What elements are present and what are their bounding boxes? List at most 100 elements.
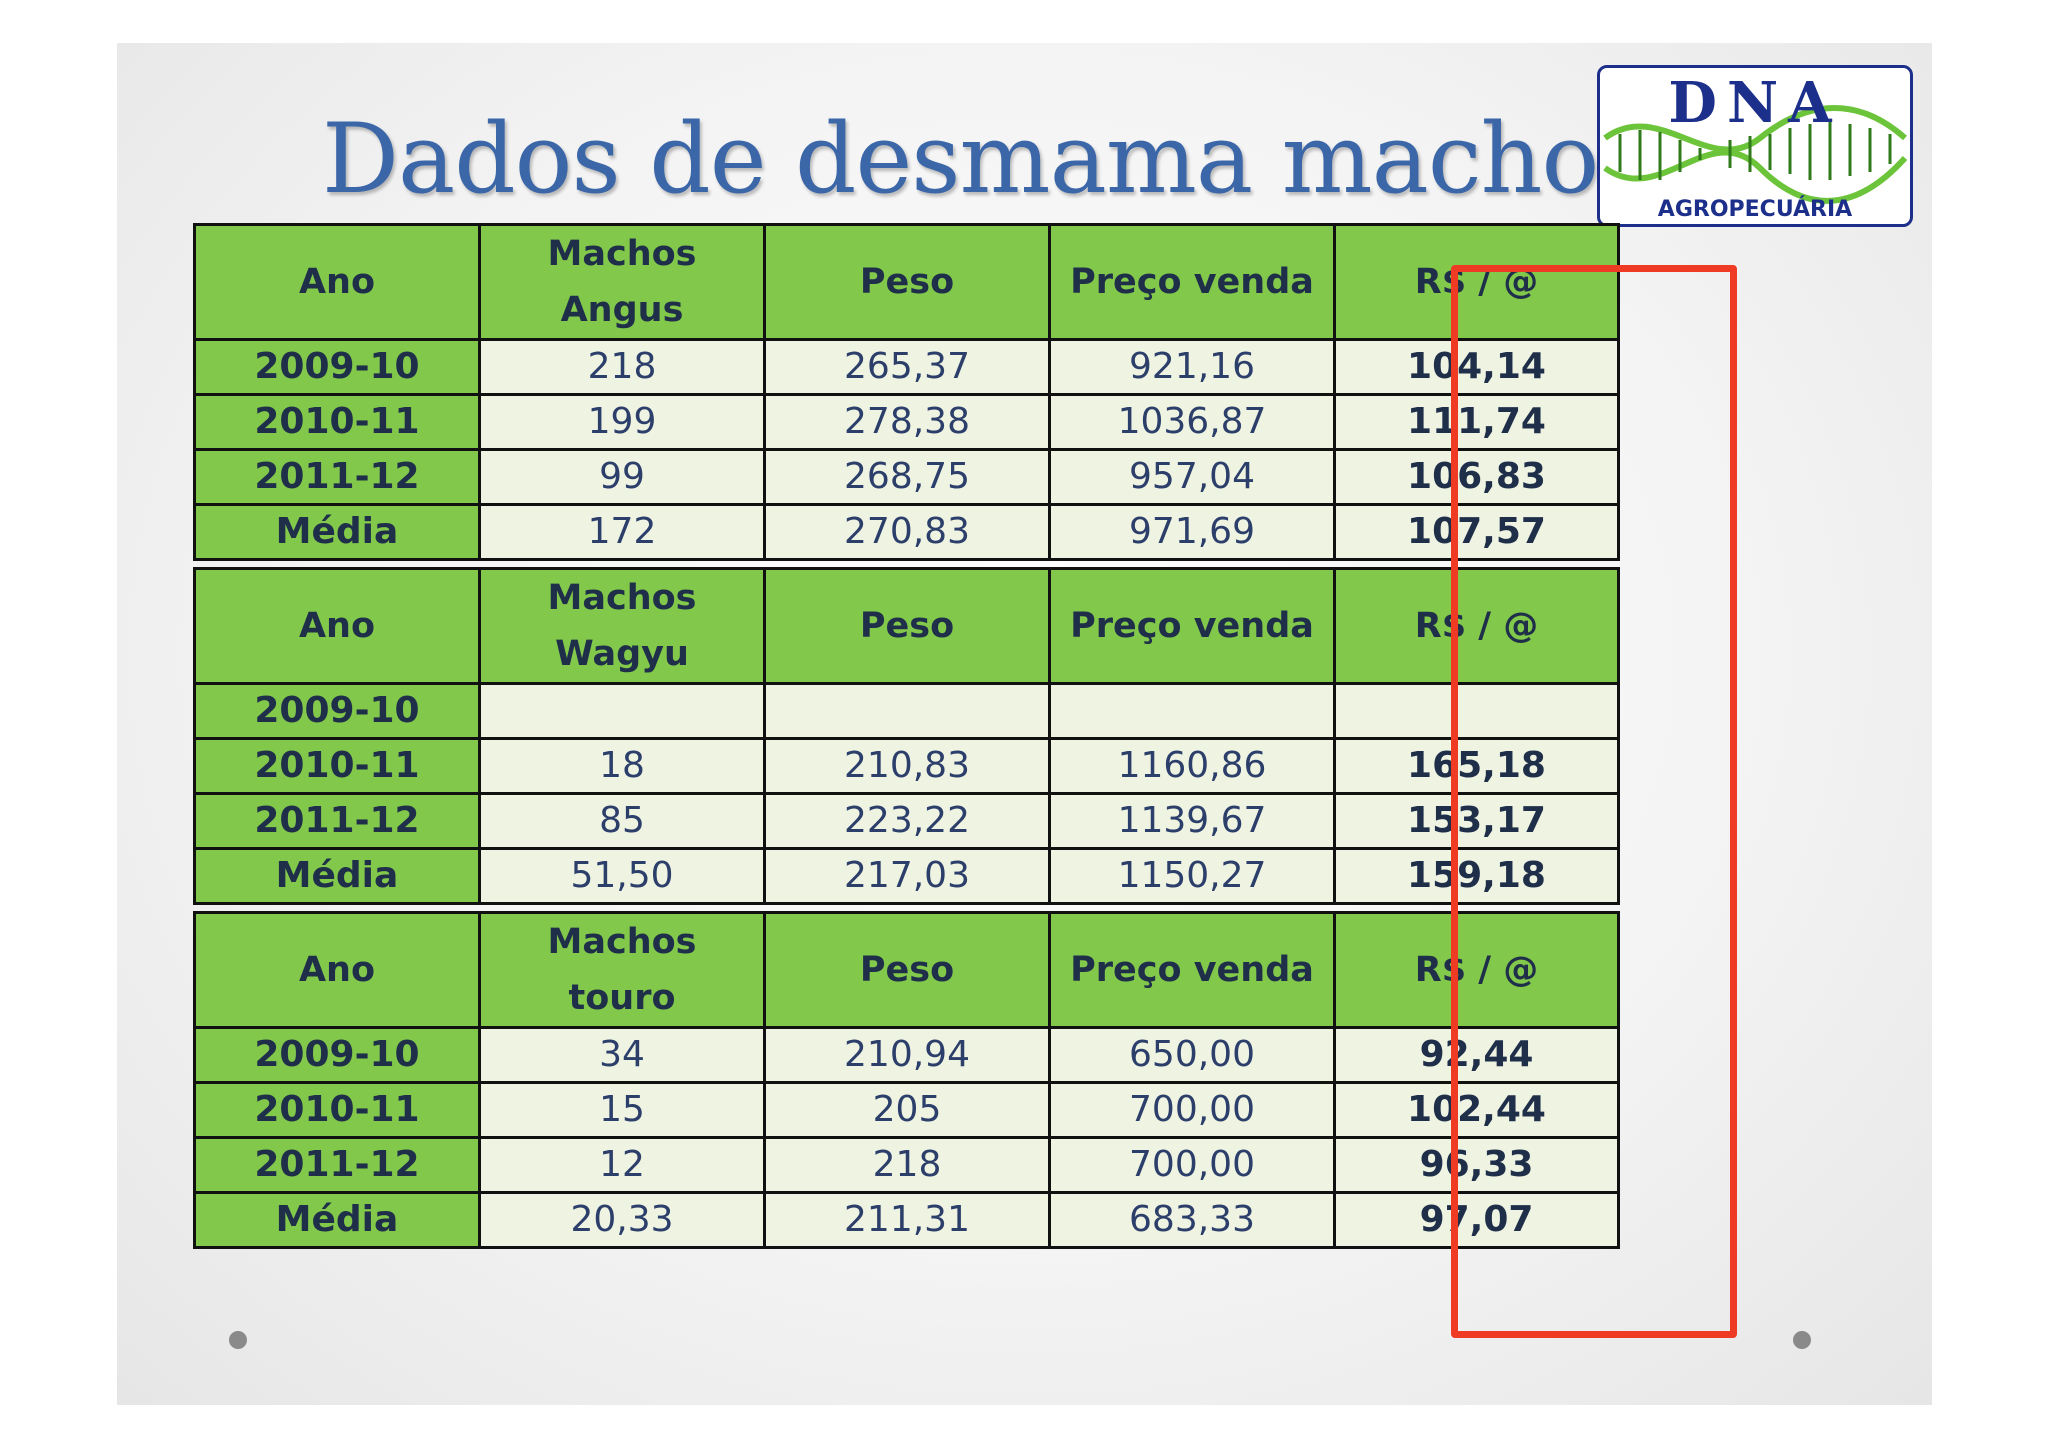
table-header-row: Ano Machos Angus Peso Preço venda R$ / @ [193,223,1620,341]
row-label: 2011-12 [193,1136,481,1194]
table-row: 2010-11 199 278,38 1036,87 111,74 [193,393,1620,451]
table-cell: 700,00 [1048,1136,1336,1194]
cell-rs-per-arroba: 96,33 [1333,1136,1620,1194]
column-header: Preço venda [1048,911,1336,1029]
dna-logo: DNA AGROPECUÁRIA [1597,65,1913,227]
table-row: 2011-12 85 223,22 1139,67 153,17 [193,792,1620,850]
slide-dot-right [1793,1331,1811,1349]
table-row: 2011-12 99 268,75 957,04 106,83 [193,448,1620,506]
row-label: 2009-10 [193,682,481,740]
table-cell: 1150,27 [1048,847,1336,905]
column-header: Peso [763,567,1051,685]
table-row: 2010-11 18 210,83 1160,86 165,18 [193,737,1620,795]
table-cell: 700,00 [1048,1081,1336,1139]
slide-title: Dados de desmama machos [322,103,1648,215]
column-header: Peso [763,223,1051,341]
data-tables: Ano Machos Angus Peso Preço venda R$ / @2009… [193,223,1620,1255]
table-cell [763,682,1051,740]
table-cell: 15 [478,1081,766,1139]
table-cell: 34 [478,1026,766,1084]
slide-dot-left [229,1331,247,1349]
table-cell: 223,22 [763,792,1051,850]
table-cell: 205 [763,1081,1051,1139]
column-header: R$ / @ [1333,567,1620,685]
column-header: Machos touro [478,911,766,1029]
table-cell: 683,33 [1048,1191,1336,1249]
table-1: Ano Machos Angus Peso Preço venda R$ / @2009… [193,223,1620,561]
table-cell: 85 [478,792,766,850]
cell-rs-per-arroba: 104,14 [1333,338,1620,396]
table-cell: 1139,67 [1048,792,1336,850]
table-cell: 268,75 [763,448,1051,506]
cell-rs-per-arroba: 107,57 [1333,503,1620,561]
cell-rs-per-arroba [1333,682,1620,740]
column-header: Ano [193,223,481,341]
row-label: Média [193,847,481,905]
logo-text-agropecuaria: AGROPECUÁRIA [1657,197,1853,222]
row-label: 2010-11 [193,737,481,795]
table-cell: 210,83 [763,737,1051,795]
table-cell: 217,03 [763,847,1051,905]
column-header: Ano [193,567,481,685]
table-row: 2011-12 12 218 700,00 96,33 [193,1136,1620,1194]
logo-text-dna: DNA [1668,70,1842,136]
table-cell: 957,04 [1048,448,1336,506]
table-row: Média 172 270,83 971,69 107,57 [193,503,1620,561]
dna-helix-icon [1603,105,1908,204]
column-header: Preço venda [1048,223,1336,341]
row-label: 2009-10 [193,1026,481,1084]
cell-rs-per-arroba: 102,44 [1333,1081,1620,1139]
table-header-row: Ano Machos touro Peso Preço venda R$ / @ [193,911,1620,1029]
table-cell: 210,94 [763,1026,1051,1084]
table-cell: 971,69 [1048,503,1336,561]
table-cell: 12 [478,1136,766,1194]
column-header: Preço venda [1048,567,1336,685]
table-cell: 199 [478,393,766,451]
row-label: 2011-12 [193,792,481,850]
table-cell: 265,37 [763,338,1051,396]
table-cell: 921,16 [1048,338,1336,396]
table-row: 2009-10 218 265,37 921,16 104,14 [193,338,1620,396]
cell-rs-per-arroba: 97,07 [1333,1191,1620,1249]
table-row: 2009-10 34 210,94 650,00 92,44 [193,1026,1620,1084]
table-2: Ano Machos Wagyu Peso Preço venda R$ / @2009… [193,567,1620,905]
column-header: R$ / @ [1333,223,1620,341]
table-cell: 278,38 [763,393,1051,451]
table-cell: 1160,86 [1048,737,1336,795]
row-label: 2011-12 [193,448,481,506]
table-cell: 99 [478,448,766,506]
table-cell: 211,31 [763,1191,1051,1249]
column-header: Machos Angus [478,223,766,341]
cell-rs-per-arroba: 153,17 [1333,792,1620,850]
table-cell: 1036,87 [1048,393,1336,451]
table-cell: 218 [763,1136,1051,1194]
row-label: Média [193,1191,481,1249]
table-cell: 18 [478,737,766,795]
table-row: Média 51,50 217,03 1150,27 159,18 [193,847,1620,905]
table-cell: 270,83 [763,503,1051,561]
table-cell: 20,33 [478,1191,766,1249]
row-label: 2010-11 [193,1081,481,1139]
table-cell: 51,50 [478,847,766,905]
table-row: Média 20,33 211,31 683,33 97,07 [193,1191,1620,1249]
row-label: 2009-10 [193,338,481,396]
table-cell [1048,682,1336,740]
cell-rs-per-arroba: 159,18 [1333,847,1620,905]
table-cell: 218 [478,338,766,396]
column-header: Peso [763,911,1051,1029]
table-cell [478,682,766,740]
column-header: Ano [193,911,481,1029]
column-header: R$ / @ [1333,911,1620,1029]
row-label: Média [193,503,481,561]
table-row: 2010-11 15 205 700,00 102,44 [193,1081,1620,1139]
table-header-row: Ano Machos Wagyu Peso Preço venda R$ / @ [193,567,1620,685]
table-3: Ano Machos touro Peso Preço venda R$ / @2009… [193,911,1620,1249]
table-cell: 650,00 [1048,1026,1336,1084]
row-label: 2010-11 [193,393,481,451]
cell-rs-per-arroba: 106,83 [1333,448,1620,506]
cell-rs-per-arroba: 111,74 [1333,393,1620,451]
table-cell: 172 [478,503,766,561]
cell-rs-per-arroba: 165,18 [1333,737,1620,795]
cell-rs-per-arroba: 92,44 [1333,1026,1620,1084]
column-header: Machos Wagyu [478,567,766,685]
